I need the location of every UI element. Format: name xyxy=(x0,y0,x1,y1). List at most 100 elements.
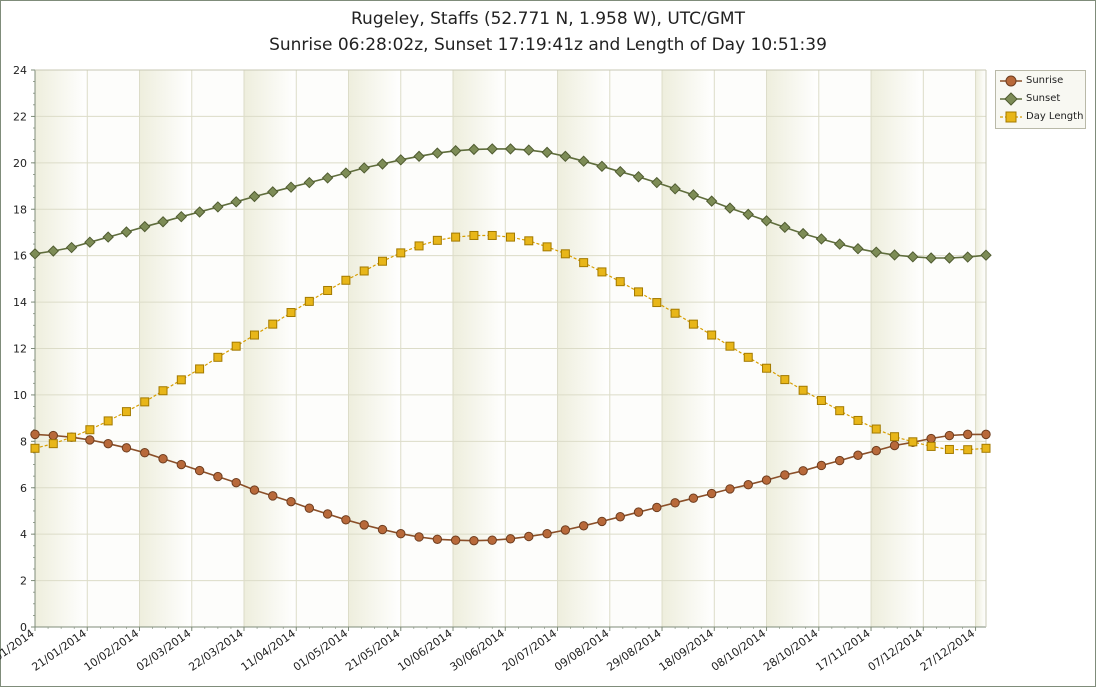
point-sunset xyxy=(29,248,41,260)
point-sunrise xyxy=(194,465,205,476)
point-sunset xyxy=(358,162,370,174)
point-sunrise xyxy=(505,534,516,544)
point-sunset xyxy=(614,165,626,178)
point-sunset xyxy=(321,172,334,184)
point-day-length xyxy=(396,248,406,258)
point-day-length xyxy=(323,285,333,295)
point-sunrise xyxy=(30,429,40,440)
point-day-length xyxy=(871,424,881,434)
point-sunset xyxy=(47,245,59,257)
point-sunrise xyxy=(615,512,625,522)
point-sunset xyxy=(577,155,590,167)
point-sunset xyxy=(120,226,133,238)
point-sunset xyxy=(852,242,864,255)
point-sunset xyxy=(248,190,261,203)
point-day-length xyxy=(707,330,717,340)
point-sunrise xyxy=(176,459,187,470)
series-line-day-length xyxy=(34,234,987,451)
point-sunrise xyxy=(158,454,168,464)
point-day-length xyxy=(432,235,442,245)
point-sunrise xyxy=(560,525,571,535)
x-tick-label: 20/07/2014 xyxy=(500,627,559,674)
point-sunrise xyxy=(396,529,406,539)
point-sunrise xyxy=(871,445,881,456)
point-sunrise xyxy=(469,535,479,546)
point-day-length xyxy=(140,397,150,407)
y-tick-label: 2 xyxy=(20,575,27,588)
y-tick-label: 18 xyxy=(13,203,27,216)
point-day-length xyxy=(670,308,680,318)
x-tick-label: 02/03/2014 xyxy=(134,627,193,674)
x-tick-label: 17/11/2014 xyxy=(813,627,872,674)
point-day-length xyxy=(213,352,223,362)
point-sunset xyxy=(212,201,224,213)
point-day-length xyxy=(725,341,735,351)
point-day-length xyxy=(231,341,241,351)
point-day-length xyxy=(48,439,58,449)
point-sunrise xyxy=(359,520,369,530)
point-day-length xyxy=(780,375,790,385)
point-day-length xyxy=(176,375,186,385)
point-day-length xyxy=(890,432,900,442)
legend-label-sunset: Sunset xyxy=(1026,93,1061,104)
point-day-length xyxy=(579,258,589,268)
point-sunset xyxy=(559,150,572,163)
point-sunset xyxy=(724,202,736,214)
chart-subtitle: Sunrise 06:28:02z, Sunset 17:19:41z and … xyxy=(269,35,827,55)
point-sunrise xyxy=(798,466,808,476)
legend-label-day-length: Day Length xyxy=(1026,111,1084,122)
point-sunset xyxy=(139,220,151,233)
x-tick-label: 09/08/2014 xyxy=(552,627,611,674)
point-sunrise xyxy=(688,493,699,503)
point-sunrise xyxy=(48,430,58,441)
point-day-length xyxy=(835,406,845,416)
point-day-length xyxy=(103,416,113,426)
point-day-length xyxy=(487,230,497,240)
y-tick-label: 6 xyxy=(20,482,27,495)
point-sunrise xyxy=(706,488,717,499)
chart-title: Rugeley, Staffs (52.771 N, 1.958 W), UTC… xyxy=(351,9,745,29)
point-sunrise xyxy=(450,535,461,545)
point-sunset xyxy=(760,215,773,227)
point-sunset xyxy=(888,249,901,261)
point-day-length xyxy=(688,319,698,329)
point-day-length xyxy=(634,287,644,297)
point-day-length xyxy=(359,266,369,276)
point-sunset xyxy=(833,238,846,250)
point-day-length xyxy=(524,236,534,246)
point-sunset xyxy=(596,160,608,173)
point-sunrise xyxy=(304,503,315,513)
point-day-length xyxy=(926,441,936,451)
point-day-length xyxy=(249,330,259,340)
x-tick-label: 29/08/2014 xyxy=(604,627,663,674)
point-sunrise xyxy=(761,475,772,485)
point-sunset xyxy=(541,146,553,159)
point-sunset xyxy=(175,210,188,223)
point-sunset xyxy=(870,246,882,258)
point-sunset xyxy=(687,189,700,201)
point-sunrise xyxy=(578,521,589,531)
point-sunset xyxy=(376,158,389,170)
point-sunset xyxy=(65,241,78,254)
point-day-length xyxy=(304,296,314,306)
x-tick-label: 10/06/2014 xyxy=(395,627,454,674)
point-sunrise xyxy=(249,485,260,495)
legend-label-sunrise: Sunrise xyxy=(1026,75,1064,86)
point-sunset xyxy=(943,252,956,264)
point-day-length xyxy=(121,407,131,417)
point-sunrise xyxy=(487,535,497,545)
point-sunrise xyxy=(213,471,223,482)
point-sunrise xyxy=(140,448,150,458)
point-sunrise xyxy=(542,529,552,539)
point-day-length xyxy=(762,363,772,373)
point-day-length xyxy=(908,437,918,447)
point-sunset xyxy=(157,216,169,228)
point-sunset xyxy=(303,176,316,189)
point-sunrise xyxy=(322,509,333,519)
point-day-length xyxy=(652,298,662,308)
point-day-length xyxy=(377,256,387,266)
point-sunrise xyxy=(103,438,113,449)
x-tick-label: 08/10/2014 xyxy=(709,627,768,674)
